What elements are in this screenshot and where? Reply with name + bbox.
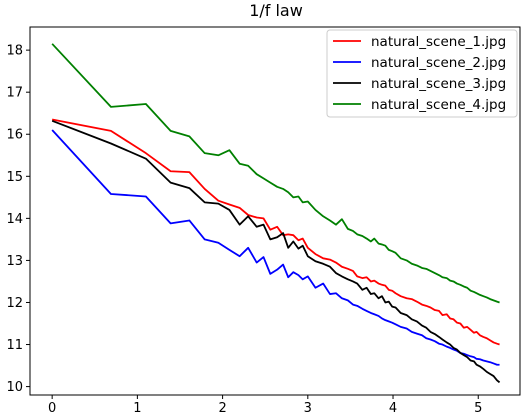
legend-label-2: natural_scene_2.jpg (371, 55, 506, 71)
x-tick-label: 5 (474, 401, 482, 415)
x-tick-label: 2 (218, 401, 226, 415)
y-tick-label: 18 (6, 44, 23, 59)
x-axis: 0 1 2 3 4 5 (48, 395, 482, 415)
chart-title: 1/f law (249, 1, 303, 20)
series-line-1 (51, 118, 500, 346)
y-tick-label: 12 (6, 296, 23, 311)
y-tick-label: 13 (6, 254, 23, 269)
y-tick-label: 11 (6, 338, 23, 353)
y-tick-label: 17 (6, 86, 23, 101)
y-tick-label: 10 (6, 380, 23, 395)
x-tick-label: 1 (133, 401, 141, 415)
x-tick-label: 4 (389, 401, 397, 415)
plot-frame (29, 26, 521, 396)
legend-box (326, 29, 518, 118)
x-tick-label: 3 (304, 401, 312, 415)
legend: natural_scene_1.jpg natural_scene_2.jpgna… (326, 29, 518, 118)
series-layer (51, 43, 501, 384)
y-tick-label: 14 (6, 212, 23, 227)
legend-label-3: natural_scene_3.jpg (371, 76, 506, 92)
series-line-3 (51, 119, 501, 384)
y-tick-label: 15 (6, 170, 23, 185)
legend-label-4: natural_scene_4.jpg (371, 97, 506, 113)
series-line-2 (51, 129, 500, 366)
x-tick-label: 0 (48, 401, 56, 415)
y-tick-label: 16 (6, 128, 23, 143)
y-axis: 10 11 12 13 14 15 16 17 18 (6, 44, 30, 395)
series-line-4 (51, 43, 500, 304)
legend-label-1: natural_scene_1.jpg (371, 34, 506, 50)
